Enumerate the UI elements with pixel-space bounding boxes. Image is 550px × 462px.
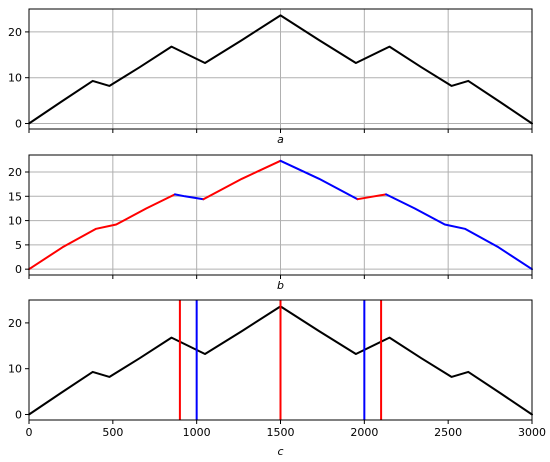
x-tick-label: 1000 (183, 426, 211, 439)
y-tick-label: 10 (8, 72, 22, 85)
series-line-6 (385, 193, 533, 271)
series-line-5 (356, 193, 388, 201)
x-tick-label: 1500 (267, 426, 295, 439)
series-line-4 (279, 159, 359, 201)
x-tick-label: 500 (102, 426, 123, 439)
series-line-1 (28, 14, 533, 125)
x-axis-label: c (277, 445, 283, 458)
y-tick-label: 20 (8, 26, 22, 39)
x-axis-label: a (277, 133, 284, 146)
x-tick-label: 2500 (434, 426, 462, 439)
y-tick-label: 0 (15, 263, 22, 276)
y-tick-label: 20 (8, 166, 22, 179)
series-line-2 (173, 193, 205, 201)
y-tick-label: 5 (15, 239, 22, 252)
y-tick-label: 20 (8, 317, 22, 330)
series-line-3 (202, 159, 282, 201)
chart-panel-1: 0 10 20 a (8, 8, 533, 146)
y-tick-label: 10 (8, 215, 22, 228)
y-tick-label: 15 (8, 190, 22, 203)
y-tick-label: 0 (15, 118, 22, 131)
y-tick-label: 10 (8, 363, 22, 376)
chart-panel-2: 0 5 10 15 20 b (8, 154, 533, 292)
x-tick-label: 2000 (350, 426, 378, 439)
x-tick-label: 0 (26, 426, 33, 439)
series-line-1 (28, 193, 176, 271)
x-axis-label: b (277, 279, 284, 292)
chart-panel-3: 0 500 1000 1500 2000 2500 3000 0 10 20 c (8, 299, 546, 458)
x-tick-label: 3000 (518, 426, 546, 439)
y-tick-label: 0 (15, 409, 22, 422)
